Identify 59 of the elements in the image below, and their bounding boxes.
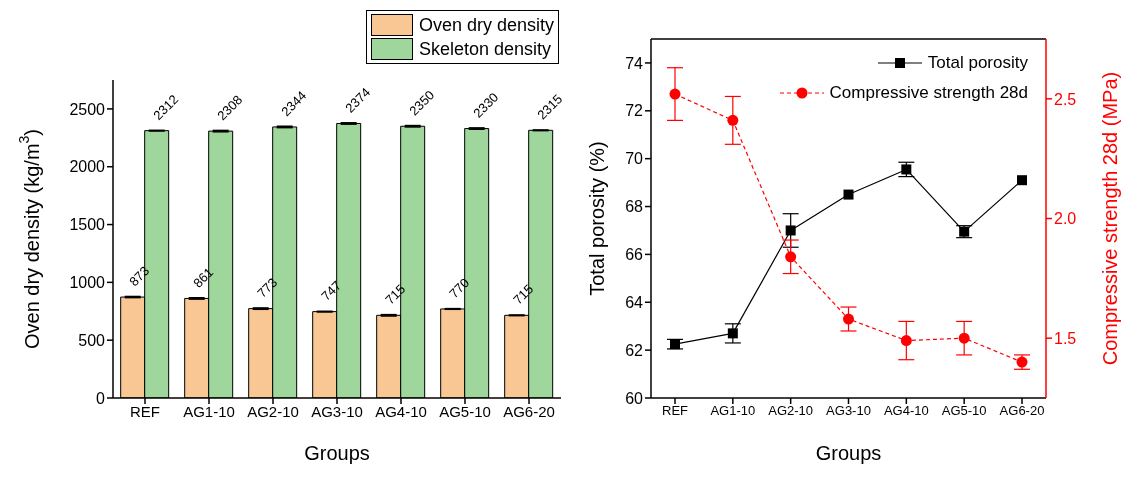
data-label: 715	[382, 281, 409, 308]
point	[901, 164, 912, 175]
point	[1017, 175, 1027, 186]
x-tick-label: REF	[662, 403, 689, 419]
x-tick-label: AG2-10	[768, 403, 814, 419]
y-tick-label: 70	[625, 150, 644, 168]
y-tick-label: 1000	[69, 274, 106, 292]
y-tick-label: 74	[625, 54, 644, 72]
data-label: 747	[318, 277, 345, 304]
y2-tick-label: 1.5	[1054, 329, 1077, 347]
legend-label: Compressive strength 28d	[828, 82, 1028, 104]
y-tick-label: 62	[625, 341, 644, 359]
x-tick-label: AG4-10	[883, 403, 929, 419]
y-tick-label: 66	[625, 246, 644, 264]
y2-tick-label: 2.0	[1054, 210, 1077, 228]
y-tick-label: 0	[96, 389, 106, 407]
y-tick-label: 72	[625, 102, 644, 120]
x-tick-label: AG1-10	[710, 403, 756, 419]
data-label: 873	[126, 263, 153, 290]
x-tick-label: AG2-10	[247, 402, 299, 420]
point	[785, 251, 797, 263]
point	[785, 225, 796, 236]
y-tick-label: 500	[78, 331, 106, 349]
point	[900, 335, 912, 347]
y-tick-label: 64	[625, 293, 644, 311]
y-tick-label: 2000	[69, 158, 106, 176]
x-tick-label: AG3-10	[826, 403, 871, 419]
x-tick-label: AG3-10	[311, 402, 363, 420]
x-axis-title: Groups	[815, 442, 882, 464]
y-axis-title: Total porosity (%)	[586, 141, 608, 296]
x-tick-label: AG1-10	[183, 402, 235, 420]
point	[727, 114, 739, 126]
data-label: 715	[510, 281, 537, 308]
data-label: 861	[190, 264, 217, 291]
point	[843, 313, 854, 325]
y-tick-label: 2500	[69, 100, 106, 118]
y2-tick-label: 2.5	[1054, 90, 1077, 108]
x-tick-label: AG5-10	[439, 402, 491, 420]
x-tick-label: AG4-10	[375, 402, 427, 420]
point	[843, 189, 854, 200]
legend-label: Oven dry density	[417, 14, 554, 37]
y-tick-label: 1500	[69, 216, 106, 234]
y-tick-label: 68	[625, 198, 644, 216]
point	[670, 339, 680, 350]
x-tick-label: AG6-20	[503, 402, 555, 420]
data-label: 770	[446, 275, 473, 302]
y2-axis-title: Compressive strength 28d (MPa)	[1099, 71, 1121, 366]
legend-label: Skeleton density	[417, 38, 553, 61]
data-label: 773	[254, 274, 281, 301]
point	[727, 328, 738, 339]
point	[669, 88, 681, 100]
point	[958, 332, 970, 344]
x-tick-label: AG6-20	[999, 403, 1045, 419]
x-tick-label: REF	[130, 402, 160, 420]
x-tick-label: AG5-10	[941, 403, 987, 419]
y-tick-label: 60	[625, 389, 644, 407]
x-axis-title: Groups	[304, 442, 370, 464]
legend-label: Total porosity	[926, 52, 1028, 74]
point	[959, 226, 970, 237]
